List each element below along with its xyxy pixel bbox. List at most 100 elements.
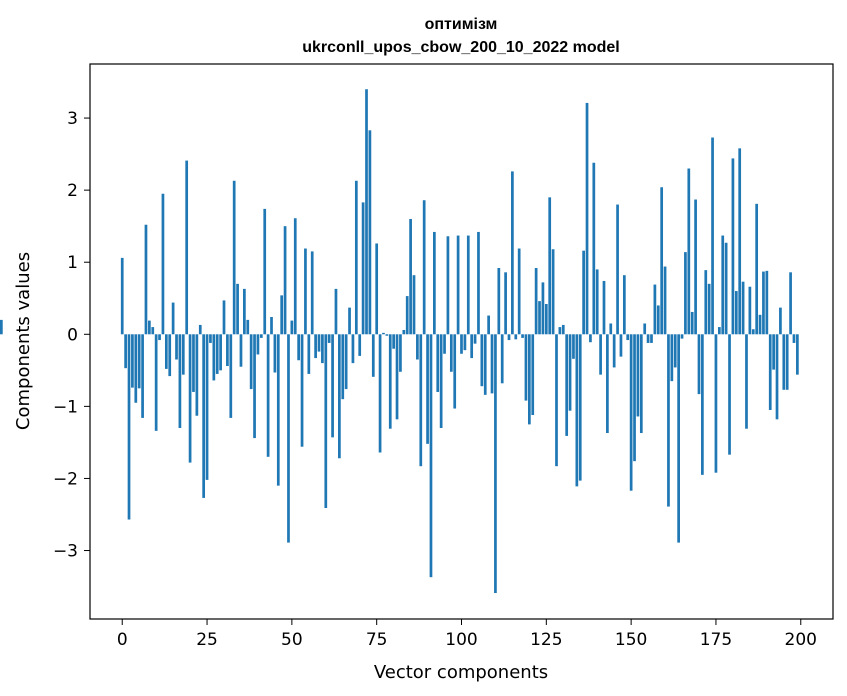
bar: [154, 334, 158, 431]
bar: [351, 334, 355, 364]
bar: [426, 334, 429, 444]
chart-title: оптимізм: [425, 16, 498, 33]
bar: [490, 334, 494, 394]
bar: [561, 324, 565, 335]
bar: [785, 334, 789, 390]
bar: [246, 319, 250, 335]
bar: [232, 180, 236, 335]
bar: [633, 334, 636, 462]
bar: [602, 280, 606, 335]
bar: [796, 334, 799, 375]
bar: [229, 334, 233, 418]
bar: [470, 334, 474, 359]
bar: [585, 102, 589, 335]
bar: [171, 302, 175, 335]
bar: [249, 334, 253, 390]
bar: [711, 137, 714, 335]
bar: [775, 334, 779, 420]
bar: [375, 243, 379, 335]
bar: [185, 160, 189, 335]
bar: [219, 334, 222, 371]
y-tick-label: 2: [67, 181, 78, 201]
bar: [500, 334, 504, 384]
y-tick-label: 3: [67, 109, 78, 129]
bar: [327, 334, 331, 343]
bar: [460, 334, 463, 354]
bar: [779, 307, 782, 335]
bar: [656, 305, 660, 335]
bar: [443, 334, 446, 354]
bar: [494, 334, 497, 594]
bar: [483, 334, 487, 395]
bar: [212, 334, 216, 381]
bar: [429, 334, 433, 578]
bar: [188, 334, 192, 463]
bar: [514, 334, 518, 340]
bar: [646, 334, 650, 343]
bar: [758, 314, 762, 335]
bar: [616, 204, 619, 335]
bar: [338, 334, 341, 459]
bar: [399, 334, 402, 372]
bar: [134, 334, 138, 403]
bar: [253, 334, 256, 439]
bar: [416, 334, 419, 360]
chart-subtitle: ukrconll_upos_cbow_200_10_2022 model: [302, 39, 619, 56]
bar: [541, 282, 545, 335]
bar: [734, 291, 738, 335]
x-axis-label: Vector components: [374, 662, 548, 683]
bar: [480, 334, 484, 387]
bar: [466, 235, 470, 335]
bar: [636, 334, 640, 417]
bar: [120, 257, 124, 335]
bar: [388, 334, 392, 429]
bar: [256, 334, 260, 355]
bar: [626, 334, 630, 341]
bar: [650, 334, 653, 343]
bar: [222, 300, 226, 335]
bar: [348, 307, 351, 335]
bar: [453, 334, 457, 409]
bar: [582, 250, 585, 335]
bar: [334, 288, 338, 335]
bar: [361, 202, 365, 335]
bar: [504, 272, 507, 335]
bar: [639, 334, 643, 434]
y-tick-label: −1: [53, 397, 78, 417]
bar: [131, 334, 134, 388]
bar: [538, 301, 541, 335]
bar: [280, 295, 284, 335]
bar: [606, 334, 609, 434]
bar: [544, 304, 548, 335]
bar: [266, 334, 270, 457]
bar: [748, 286, 752, 335]
bar: [687, 168, 691, 335]
bar: [198, 324, 202, 335]
y-tick-label: 1: [67, 253, 78, 273]
bar: [436, 334, 440, 392]
x-tick-label: 100: [445, 630, 477, 650]
bar: [507, 334, 511, 341]
bar: [276, 334, 280, 486]
bar: [209, 334, 212, 343]
bar: [565, 334, 569, 436]
y-tick-label: −2: [53, 469, 78, 489]
bar: [368, 130, 372, 335]
bar: [283, 226, 287, 335]
bar: [354, 180, 358, 335]
bar: [205, 334, 209, 480]
bar: [548, 197, 552, 335]
bar: [273, 334, 277, 373]
bar: [236, 283, 239, 335]
bar: [422, 200, 426, 335]
bar: [433, 231, 436, 335]
bar: [551, 249, 555, 335]
bar: [677, 334, 680, 543]
y-axis-label: Components values: [13, 252, 34, 430]
bar: [762, 271, 765, 335]
bar: [259, 334, 263, 338]
y-tick-label: −3: [53, 542, 78, 562]
bar: [137, 334, 141, 389]
bar: [243, 288, 246, 335]
bar: [524, 334, 528, 401]
